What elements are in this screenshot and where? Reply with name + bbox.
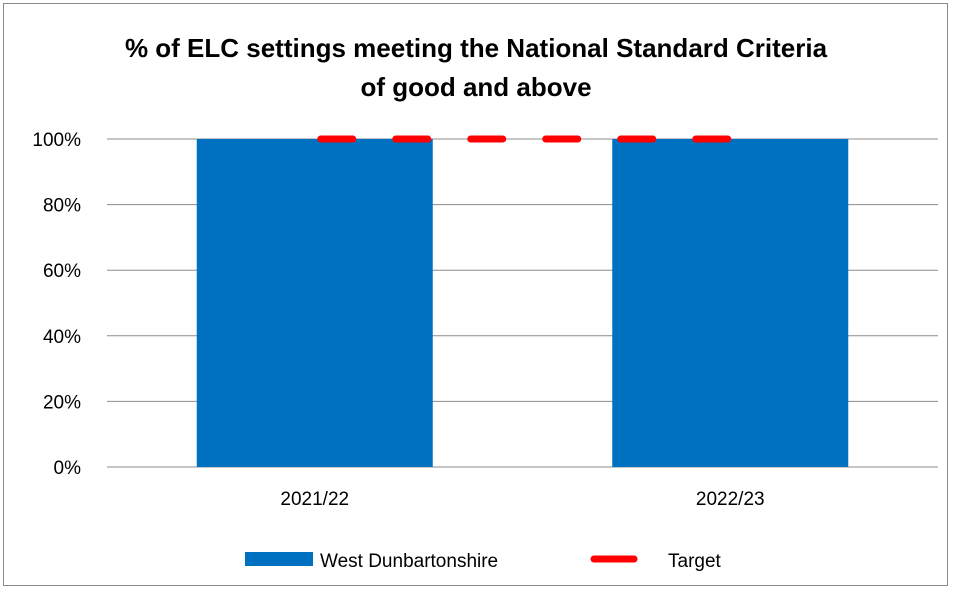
y-tick-label: 0% [54, 458, 82, 479]
y-tick-label: 20% [43, 392, 81, 413]
legend-label-west-dunbartonshire: West Dunbartonshire [320, 551, 498, 572]
y-tick-label: 100% [32, 130, 81, 151]
x-axis-ticks: 2021/22 2022/23 [280, 489, 764, 510]
bar [612, 139, 849, 467]
y-tick-label: 60% [43, 261, 81, 282]
y-axis-ticks: 0% 20% 40% 60% 80% 100% [32, 130, 81, 479]
y-tick-label: 40% [43, 327, 81, 348]
legend-label-target: Target [668, 551, 722, 572]
chart-title-line-2: of good and above [360, 72, 591, 102]
legend: West Dunbartonshire Target [245, 551, 722, 572]
y-tick-label: 80% [43, 196, 81, 217]
x-tick-label: 2022/23 [696, 489, 765, 510]
chart-title-line-1: % of ELC settings meeting the National S… [125, 33, 828, 63]
x-tick-label: 2021/22 [280, 489, 349, 510]
bar-series [196, 139, 849, 467]
bar [196, 139, 433, 467]
legend-swatch-west-dunbartonshire [245, 552, 313, 566]
